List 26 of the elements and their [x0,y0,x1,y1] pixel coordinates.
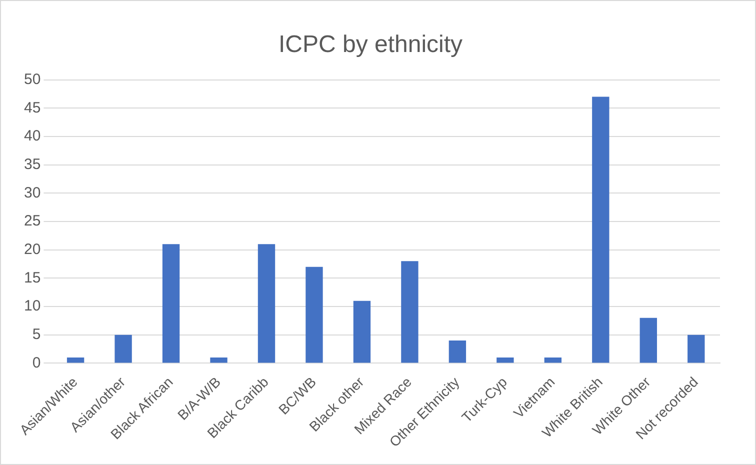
bar [688,334,705,363]
bar [448,340,466,363]
y-tick-label: 40 [24,128,41,145]
bar [640,318,657,363]
bar [353,300,371,363]
y-tick-label: 0 [32,354,41,372]
bar [66,358,84,363]
y-tick-label: 50 [24,70,41,88]
y-tick-label: 35 [24,156,41,173]
bar [162,244,180,363]
y-tick-label: 20 [24,240,41,258]
bar [544,358,562,363]
bar [496,358,514,363]
bar [401,261,418,363]
y-tick-label: 30 [24,184,41,202]
bar [114,334,132,363]
bar [592,96,610,363]
y-tick-label: 25 [24,212,41,230]
y-tick-label: 5 [32,326,41,343]
bar [258,244,276,363]
y-tick-label: 15 [24,269,41,286]
bar [210,358,228,363]
chart-title: ICPC by ethnicity [278,31,463,58]
y-tick-label: 10 [24,298,41,315]
y-tick-label: 45 [24,99,41,116]
bar [306,266,323,363]
